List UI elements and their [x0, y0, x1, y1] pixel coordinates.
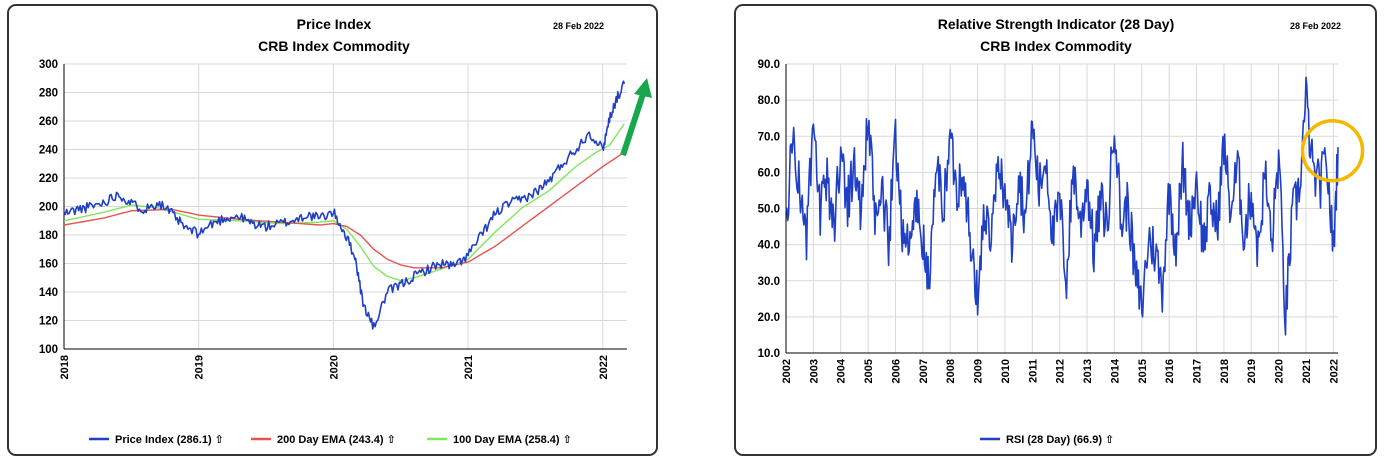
x-tick-label: 2011	[1027, 359, 1039, 383]
x-tick-label: 2008	[945, 359, 957, 383]
y-tick-label: 240	[39, 145, 58, 157]
trend-arrow-head	[634, 77, 652, 98]
y-tick-label: 70.0	[758, 131, 780, 143]
y-tick-label: 90.0	[758, 59, 780, 71]
x-tick-label: 2018	[59, 355, 71, 379]
chart-date: 28 Feb 2022	[1290, 21, 1341, 31]
x-tick-label: 2017	[1192, 359, 1204, 383]
y-tick-label: 100	[39, 344, 58, 356]
rsi-chart: Relative Strength Indicator (28 Day) CRB…	[758, 16, 1365, 446]
x-tick-label: 2019	[194, 355, 206, 379]
x-tick-label: 2004	[836, 358, 848, 383]
x-tick-label: 2003	[808, 359, 820, 383]
x-tick-label: 2009	[973, 359, 985, 383]
x-tick-label: 2012	[1055, 359, 1067, 383]
x-tick-label: 2019	[1246, 359, 1258, 383]
rsi-panel: Relative Strength Indicator (28 Day) CRB…	[734, 4, 1377, 456]
series-line-3	[63, 123, 625, 282]
y-tick-label: 30.0	[758, 276, 780, 288]
y-tick-label: 160	[39, 259, 58, 271]
chart-title: Price Index	[297, 16, 372, 32]
y-tick-label: 300	[39, 59, 58, 71]
y-tick-label: 50.0	[758, 204, 780, 216]
x-tick-label: 2013	[1082, 359, 1094, 383]
y-tick-label: 60.0	[758, 167, 780, 179]
x-tick-label: 2005	[863, 359, 875, 383]
x-tick-label: 2021	[1301, 359, 1313, 383]
x-tick-label: 2020	[328, 355, 340, 379]
x-tick-label: 2006	[890, 359, 902, 383]
y-tick-label: 20.0	[758, 312, 780, 324]
chart-subtitle: CRB Index Commodity	[258, 38, 410, 54]
y-tick-label: 80.0	[758, 95, 780, 107]
price-index-panel: Price Index CRB Index Commodity 28 Feb 2…	[7, 4, 658, 456]
chart-title: Relative Strength Indicator (28 Day)	[938, 16, 1175, 32]
y-tick-label: 180	[39, 230, 58, 242]
legend-label: 100 Day EMA (258.4) ⇧	[453, 434, 572, 446]
x-tick-label: 2022	[598, 355, 610, 379]
chart-subtitle: CRB Index Commodity	[980, 38, 1132, 54]
highlight-circle	[1300, 118, 1365, 183]
series-line-1	[63, 80, 626, 330]
series-line-2	[63, 151, 625, 269]
y-tick-label: 260	[39, 116, 58, 128]
x-tick-label: 2020	[1274, 359, 1286, 383]
y-tick-label: 120	[39, 316, 58, 328]
y-tick-label: 280	[39, 88, 58, 100]
series-line-1	[785, 76, 1339, 336]
x-tick-label: 2010	[1000, 359, 1012, 383]
x-tick-label: 2021	[463, 355, 475, 379]
x-tick-label: 2007	[918, 359, 930, 383]
x-tick-label: 2014	[1109, 358, 1121, 383]
price-index-chart: Price Index CRB Index Commodity 28 Feb 2…	[39, 16, 652, 446]
x-tick-label: 2002	[781, 359, 793, 383]
y-tick-label: 140	[39, 287, 58, 299]
y-tick-label: 220	[39, 173, 58, 185]
x-tick-label: 2022	[1328, 359, 1340, 383]
x-tick-label: 2016	[1164, 359, 1176, 383]
x-tick-label: 2015	[1137, 359, 1149, 383]
x-tick-label: 2018	[1219, 359, 1231, 383]
chart-date: 28 Feb 2022	[553, 21, 604, 31]
y-tick-label: 200	[39, 202, 58, 214]
legend-label: RSI (28 Day) (66.9) ⇧	[1006, 434, 1114, 446]
y-tick-label: 40.0	[758, 240, 780, 252]
y-tick-label: 10.0	[758, 348, 780, 360]
trend-arrow-shaft	[620, 93, 646, 157]
legend-label: 200 Day EMA (243.4) ⇧	[277, 434, 396, 446]
legend-label: Price Index (286.1) ⇧	[115, 434, 224, 446]
